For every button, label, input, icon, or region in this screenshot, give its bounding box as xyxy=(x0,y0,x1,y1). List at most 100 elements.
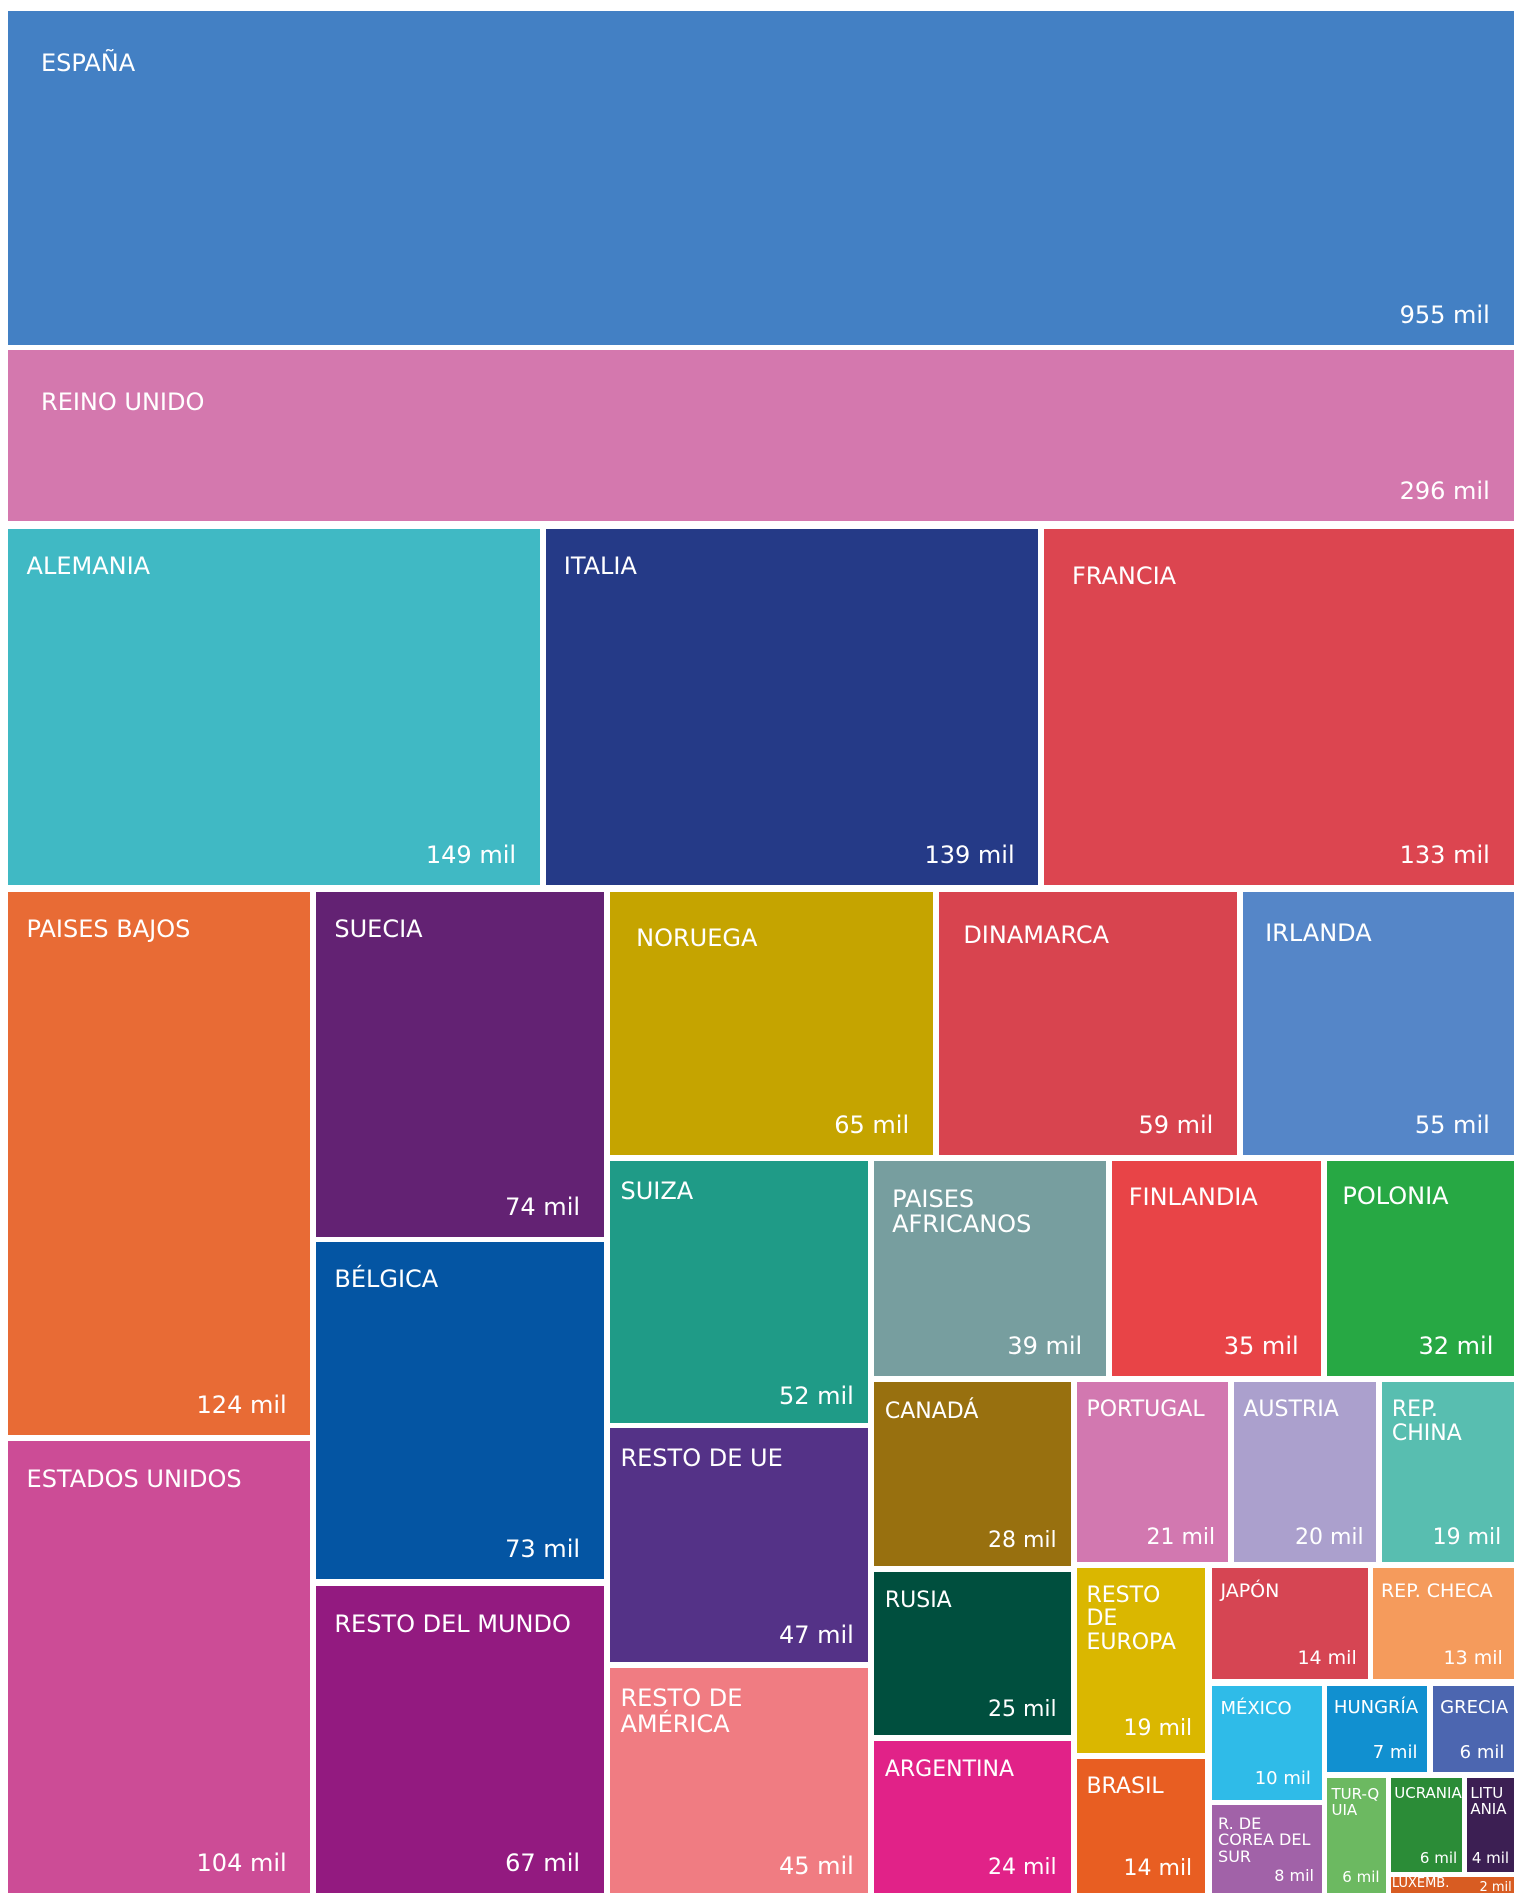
value-label: 39 mil xyxy=(1007,1332,1083,1361)
tile-label: RUSIA xyxy=(884,1588,952,1614)
value-label: 65 mil xyxy=(834,1111,910,1140)
value-label: 149 mil xyxy=(425,840,517,869)
value-label: 296 mil xyxy=(1399,477,1490,506)
value-label: 7 mil xyxy=(1372,1741,1418,1763)
value-label: 67 mil xyxy=(505,1848,581,1877)
tile: ESPAÑA 955 mil xyxy=(8,10,1514,346)
value-label: 4 mil xyxy=(1471,1848,1510,1867)
value-label: 73 mil xyxy=(505,1534,581,1563)
tile: PAISES BAJOS 124 mil xyxy=(8,892,311,1436)
tile: LITUANIA 4 mil xyxy=(1466,1778,1514,1873)
value-label: 6 mil xyxy=(1342,1868,1380,1886)
value-label: 6 mil xyxy=(1419,1848,1458,1867)
value-label: 124 mil xyxy=(196,1391,287,1420)
tile: NORUEGA 65 mil xyxy=(609,892,934,1156)
tile-label: BÉLGICA xyxy=(334,1265,439,1294)
tile-label: IRLANDA xyxy=(1265,919,1372,948)
tile: RESTO DE UE 47 mil xyxy=(609,1428,868,1663)
tile: GRECIA 6 mil xyxy=(1432,1686,1514,1773)
tile-label: RESTO DEL MUNDO xyxy=(334,1609,571,1638)
tile: BRASIL 14 mil xyxy=(1076,1758,1205,1893)
tile-label: LUXEMB. xyxy=(1391,1877,1450,1892)
tile-label: FRANCIA xyxy=(1071,561,1177,590)
tile-label: ESTADOS UNIDOS xyxy=(26,1464,242,1493)
value-label: 55 mil xyxy=(1414,1111,1490,1140)
tile: REP. CHECA 13 mil xyxy=(1372,1568,1514,1680)
value-label: 14 mil xyxy=(1123,1856,1193,1882)
tile-label: NORUEGA xyxy=(636,923,758,952)
tile: RESTO DEL MUNDO 67 mil xyxy=(316,1586,604,1893)
tile-label: UCRANIA xyxy=(1394,1784,1462,1803)
tile-label: ALEMANIA xyxy=(26,552,151,581)
tile-label: ESPAÑA xyxy=(41,48,136,77)
tile-label: PAISES BAJOS xyxy=(26,915,191,944)
tile-label: RESTO DE UE xyxy=(620,1444,783,1473)
value-label: 133 mil xyxy=(1399,840,1490,869)
value-label: 2 mil xyxy=(1479,1879,1512,1893)
tile: POLONIA 32 mil xyxy=(1326,1161,1514,1377)
value-label: 14 mil xyxy=(1297,1646,1357,1669)
tile: FRANCIA 133 mil xyxy=(1044,528,1514,885)
tile: PAISES AFRICANOS 39 mil xyxy=(873,1161,1106,1377)
tile: RESTO DE EUROPA 19 mil xyxy=(1076,1568,1205,1753)
tile: RUSIA 25 mil xyxy=(873,1571,1071,1735)
tile-label: AUSTRIA xyxy=(1243,1397,1339,1423)
tile-label: LITUANIA xyxy=(1470,1784,1507,1819)
tile: R. DE COREA DEL SUR 8 mil xyxy=(1212,1804,1322,1893)
tile-label: PORTUGAL xyxy=(1086,1397,1205,1423)
tile: AUSTRIA 20 mil xyxy=(1233,1382,1377,1563)
tile: CANADÁ 28 mil xyxy=(873,1382,1071,1566)
tile: IRLANDA 55 mil xyxy=(1243,892,1514,1156)
tile: SUECIA 74 mil xyxy=(316,892,604,1238)
tile-label: REP. CHINA xyxy=(1391,1397,1462,1446)
tile: REP. CHINA 19 mil xyxy=(1382,1382,1514,1563)
value-label: 139 mil xyxy=(924,840,1015,869)
tile-label: HUNGRÍA xyxy=(1333,1697,1419,1719)
value-label: 28 mil xyxy=(987,1527,1057,1553)
value-label: 104 mil xyxy=(196,1848,287,1877)
tile: ESTADOS UNIDOS 104 mil xyxy=(8,1441,311,1893)
tile: REINO UNIDO 296 mil xyxy=(8,350,1514,522)
tile-label: POLONIA xyxy=(1342,1182,1449,1211)
value-label: 13 mil xyxy=(1443,1646,1503,1669)
value-label: 45 mil xyxy=(778,1851,854,1880)
tile: ALEMANIA 149 mil xyxy=(8,528,540,885)
tile-label: REINO UNIDO xyxy=(41,387,205,416)
tile-label: JAPÓN xyxy=(1220,1580,1280,1603)
value-label: 8 mil xyxy=(1274,1865,1314,1885)
tile-label: FINLANDIA xyxy=(1128,1183,1258,1212)
tile: JAPÓN 14 mil xyxy=(1212,1568,1368,1680)
value-label: 52 mil xyxy=(778,1382,854,1411)
tile-label: BRASIL xyxy=(1086,1774,1164,1800)
value-label: 6 mil xyxy=(1459,1741,1505,1763)
tile-label: TUR-QUIA xyxy=(1331,1785,1380,1820)
tile-label: RESTO DE EUROPA xyxy=(1086,1583,1176,1655)
value-label: 10 mil xyxy=(1254,1768,1311,1790)
tile-label: PAISES AFRICANOS xyxy=(892,1184,1032,1238)
value-label: 32 mil xyxy=(1418,1332,1494,1361)
value-label: 19 mil xyxy=(1432,1525,1502,1551)
value-label: 955 mil xyxy=(1399,301,1490,330)
tile-label: R. DE COREA DEL SUR xyxy=(1218,1813,1311,1867)
tile-label: RESTO DE AMÉRICA xyxy=(620,1684,743,1738)
tile: UCRANIA 6 mil xyxy=(1390,1778,1462,1873)
tile: MÉXICO 10 mil xyxy=(1212,1686,1322,1800)
value-label: 59 mil xyxy=(1138,1111,1214,1140)
tile: LUXEMB. 2 mil xyxy=(1390,1877,1514,1893)
tile: SUIZA 52 mil xyxy=(609,1161,868,1424)
tile-label: MÉXICO xyxy=(1220,1698,1292,1720)
value-label: 24 mil xyxy=(987,1854,1057,1880)
tile-label: ARGENTINA xyxy=(884,1757,1015,1783)
value-label: 19 mil xyxy=(1123,1716,1193,1742)
tile: TUR-QUIA 6 mil xyxy=(1326,1778,1386,1893)
tile-label: SUECIA xyxy=(334,915,423,944)
value-label: 47 mil xyxy=(778,1621,854,1650)
value-label: 20 mil xyxy=(1294,1525,1364,1551)
value-label: 74 mil xyxy=(505,1193,581,1222)
tile: BÉLGICA 73 mil xyxy=(316,1242,604,1579)
tile-label: GRECIA xyxy=(1440,1697,1509,1719)
value-label: 21 mil xyxy=(1146,1525,1216,1551)
tile: HUNGRÍA 7 mil xyxy=(1326,1686,1427,1773)
tile-label: CANADÁ xyxy=(884,1398,979,1424)
